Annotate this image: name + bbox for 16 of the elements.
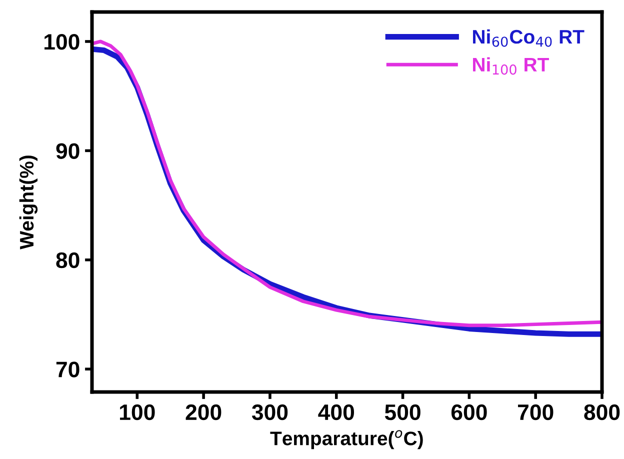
y-tick-label: 70 <box>56 362 80 378</box>
y-tick-label: 90 <box>56 143 80 159</box>
x-axis-title: Temparature($^{o}$C) <box>270 430 423 450</box>
x-tick-label: 200 <box>186 404 222 420</box>
x-tick-label: 700 <box>518 404 554 420</box>
x-tick-label: 500 <box>384 404 420 420</box>
x-tick-label: 300 <box>252 404 288 420</box>
x-tick-label: 400 <box>318 404 354 420</box>
y-tick-label: 80 <box>56 252 80 268</box>
y-tick-label: 100 <box>44 34 80 50</box>
x-tick-label: 600 <box>451 404 487 420</box>
y-axis-title: Weight(%) <box>19 156 38 250</box>
legend-label: Ni$_{60}$Co$_{40}$ RT <box>473 29 584 47</box>
legend-label: Ni$_{100}$ RT <box>473 57 549 75</box>
x-tick-label: 100 <box>120 404 155 420</box>
x-tick-label: 800 <box>584 404 620 420</box>
